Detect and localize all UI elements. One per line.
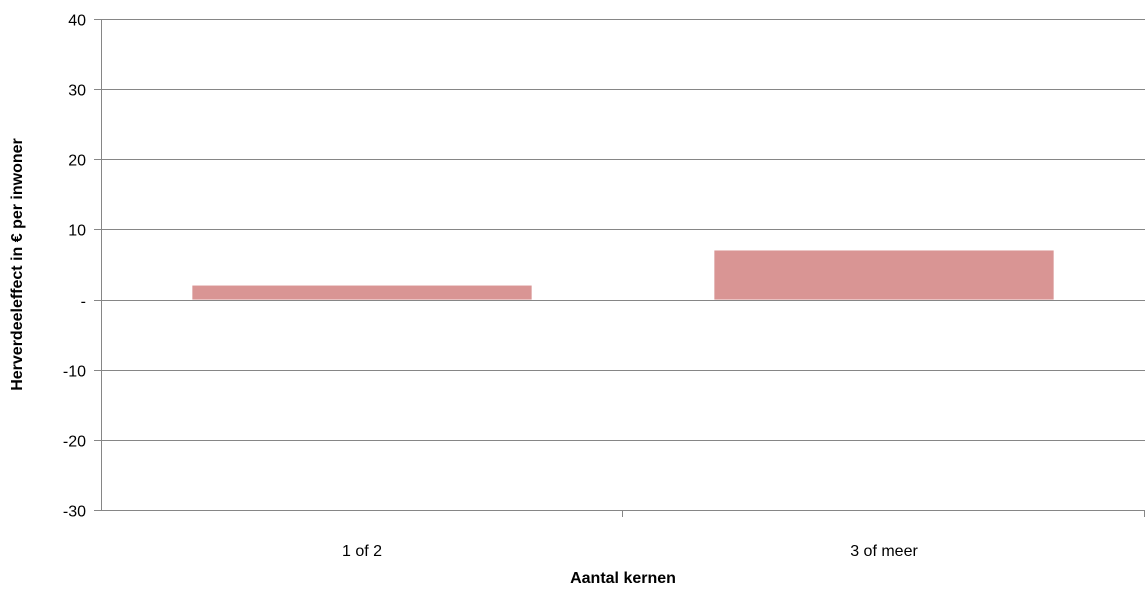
y-tick-label: -: [81, 294, 86, 311]
y-tick-label: -30: [63, 504, 86, 521]
bars: [192, 250, 1054, 300]
y-tick-label: 20: [68, 153, 86, 170]
y-tick-labels: 40 30 20 10 - -10 -20 -30: [63, 13, 86, 521]
y-tick-label: -20: [63, 434, 86, 451]
y-axis-title: Herverdeeleffect in € per inwoner: [9, 138, 26, 391]
gridlines: [94, 19, 1145, 511]
y-tick-label: 10: [68, 223, 86, 240]
bar-2: [714, 250, 1054, 300]
y-tick-label: 30: [68, 83, 86, 100]
x-tick-labels: 1 of 2 3 of meer: [342, 510, 1145, 560]
x-axis-title: Aantal kernen: [570, 570, 676, 587]
bar-1: [192, 285, 532, 300]
x-tick-label: 1 of 2: [342, 543, 382, 560]
y-tick-label: -10: [63, 364, 86, 381]
y-tick-label: 40: [68, 13, 86, 30]
x-tick-label: 3 of meer: [850, 543, 918, 560]
